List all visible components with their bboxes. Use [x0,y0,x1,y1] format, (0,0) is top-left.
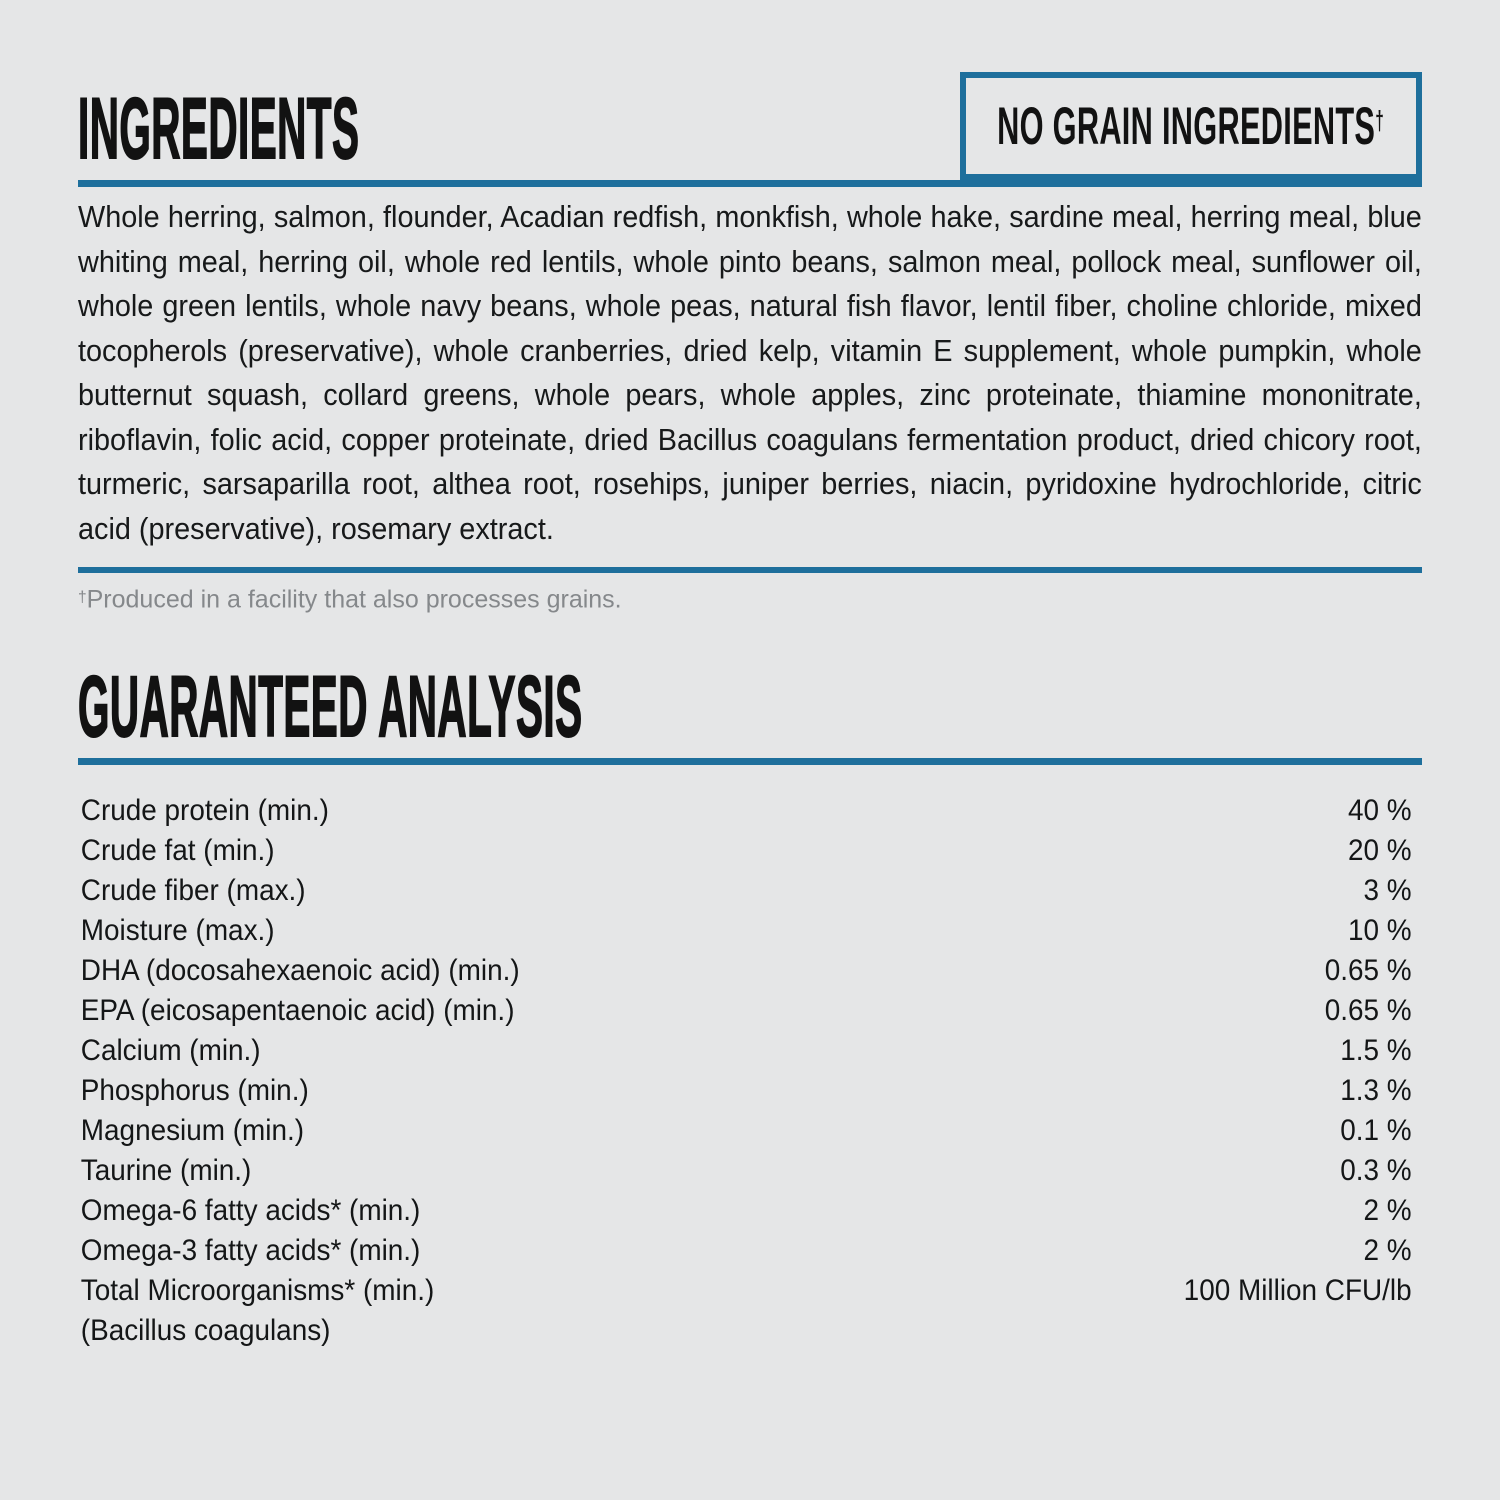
analysis-row-label: Omega-3 fatty acids* (min.) [80,1234,421,1268]
analysis-row-value: 40 % [1348,794,1412,828]
analysis-row-value: 0.65 % [1324,994,1412,1028]
analysis-row: Moisture (max.) 10 % [78,911,1412,951]
analysis-row: Crude fat (min.) 20 % [78,831,1412,871]
analysis-row-label: Crude fiber (max.) [80,874,306,908]
analysis-row: Crude fiber (max.) 3 % [78,871,1412,911]
analysis-row: DHA (docosahexaenoic acid) (min.) 0.65 % [78,951,1412,991]
analysis-row: Crude protein (min.) 40 % [78,791,1412,831]
analysis-row-value: 0.1 % [1340,1114,1412,1148]
ingredients-header: INGREDIENTS NO GRAIN INGREDIENTS† [78,72,1422,180]
analysis-row: Omega-6 fatty acids* (min.) 2 % [78,1191,1412,1231]
analysis-row: Calcium (min.) 1.5 % [78,1031,1412,1071]
analysis-row-label: DHA (docosahexaenoic acid) (min.) [80,954,520,988]
ingredients-title-divider [78,180,1422,187]
analysis-table: Crude protein (min.) 40 % Crude fat (min.… [78,791,1422,1351]
analysis-row-label: Omega-6 fatty acids* (min.) [80,1194,421,1228]
pet-food-label: INGREDIENTS NO GRAIN INGREDIENTS† Whole … [78,72,1422,1351]
footnote-divider [78,567,1422,573]
footnote-dagger-mark: † [78,589,87,606]
analysis-row: Magnesium (min.) 0.1 % [78,1111,1412,1151]
footnote: †Produced in a facility that also proces… [78,583,1422,614]
analysis-row-value: 20 % [1348,834,1412,868]
analysis-row: Total Microorganisms* (min.) 100 Million … [78,1271,1412,1311]
analysis-row-label: Phosphorus (min.) [80,1074,309,1108]
analysis-row-label: Calcium (min.) [80,1034,261,1068]
analysis-row: (Bacillus coagulans) [78,1311,1412,1351]
analysis-row-label: Crude fat (min.) [80,834,275,868]
ingredients-list: Whole herring, salmon, flounder, Acadian… [78,199,1422,546]
analysis-table-inner: Crude protein (min.) 40 % Crude fat (min.… [78,791,1412,1351]
analysis-row: Taurine (min.) 0.3 % [78,1151,1412,1191]
analysis-row-label: (Bacillus coagulans) [80,1314,331,1348]
analysis-row: Omega-3 fatty acids* (min.) 2 % [78,1231,1412,1271]
analysis-row: Phosphorus (min.) 1.3 % [78,1071,1412,1111]
analysis-row: EPA (eicosapentaenoic acid) (min.) 0.65 % [78,991,1412,1031]
analysis-row-value: 10 % [1348,914,1412,948]
analysis-header: GUARANTEED ANALYSIS [78,656,1422,758]
analysis-row-label: Crude protein (min.) [80,794,329,828]
analysis-row-value: 2 % [1363,1234,1412,1268]
analysis-row-label: Magnesium (min.) [80,1114,305,1148]
ingredients-title: INGREDIENTS [78,80,360,178]
analysis-title-divider [78,758,1422,766]
analysis-row-label: EPA (eicosapentaenoic acid) (min.) [80,994,515,1028]
badge-dagger-mark: † [1375,104,1385,135]
analysis-row-value: 1.5 % [1340,1034,1412,1068]
analysis-row-value: 0.3 % [1340,1154,1412,1188]
analysis-row-value: 100 Million CFU/lb [1183,1274,1412,1308]
analysis-row-label: Moisture (max.) [80,914,275,948]
ingredients-list-wrap: Whole herring, salmon, flounder, Acadian… [78,195,1422,551]
analysis-row-value: 0.65 % [1324,954,1412,988]
analysis-row-label: Taurine (min.) [80,1154,252,1188]
no-grain-badge: NO GRAIN INGREDIENTS† [960,72,1422,180]
analysis-row-value: 2 % [1363,1194,1412,1228]
footnote-text: Produced in a facility that also process… [86,585,622,614]
no-grain-badge-text: NO GRAIN INGREDIENTS [997,96,1376,156]
analysis-row-value: 1.3 % [1340,1074,1412,1108]
analysis-title: GUARANTEED ANALYSIS [78,658,583,756]
analysis-row-label: Total Microorganisms* (min.) [80,1274,435,1308]
analysis-row-value: 3 % [1363,874,1412,908]
no-grain-badge-label: NO GRAIN INGREDIENTS† [998,96,1385,157]
